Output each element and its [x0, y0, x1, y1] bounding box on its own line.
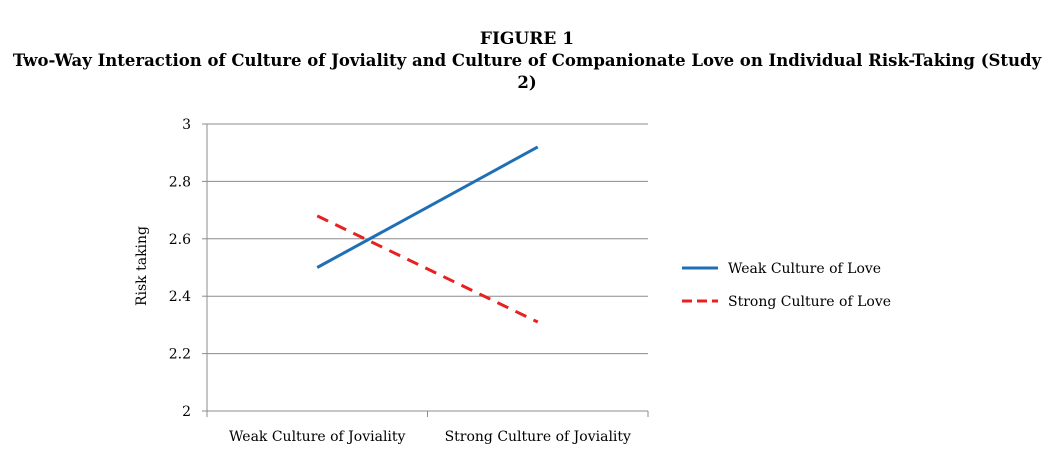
y-axis-label: Risk taking — [134, 226, 150, 306]
legend: Weak Culture of Love Strong Culture of Lo… — [682, 261, 891, 310]
y-axis-ticks: 2 2.2 2.4 2.6 2.8 3 — [169, 117, 207, 420]
x-tick-label: Strong Culture of Joviality — [445, 429, 631, 445]
series-line-2 — [316, 214, 539, 324]
y-tick-label: 2.2 — [169, 347, 191, 363]
y-tick-label: 2.6 — [169, 232, 191, 248]
y-tick-label: 3 — [182, 117, 191, 133]
y-tick-label: 2.4 — [169, 289, 191, 305]
series-line-1 — [316, 145, 539, 269]
x-tick-label: Weak Culture of Joviality — [229, 429, 406, 445]
y-tick-label: 2 — [182, 404, 191, 420]
x-axis-ticks: Weak Culture of Joviality Strong Culture … — [206, 411, 649, 445]
figure-number: FIGURE 1 — [479, 29, 575, 49]
figure-title: Two-Way Interaction of Culture of Jovial… — [12, 51, 1042, 92]
series-lines — [316, 145, 539, 324]
legend-label: Strong Culture of Love — [728, 294, 891, 310]
y-tick-label: 2.8 — [169, 174, 191, 190]
legend-label: Weak Culture of Love — [728, 261, 881, 277]
